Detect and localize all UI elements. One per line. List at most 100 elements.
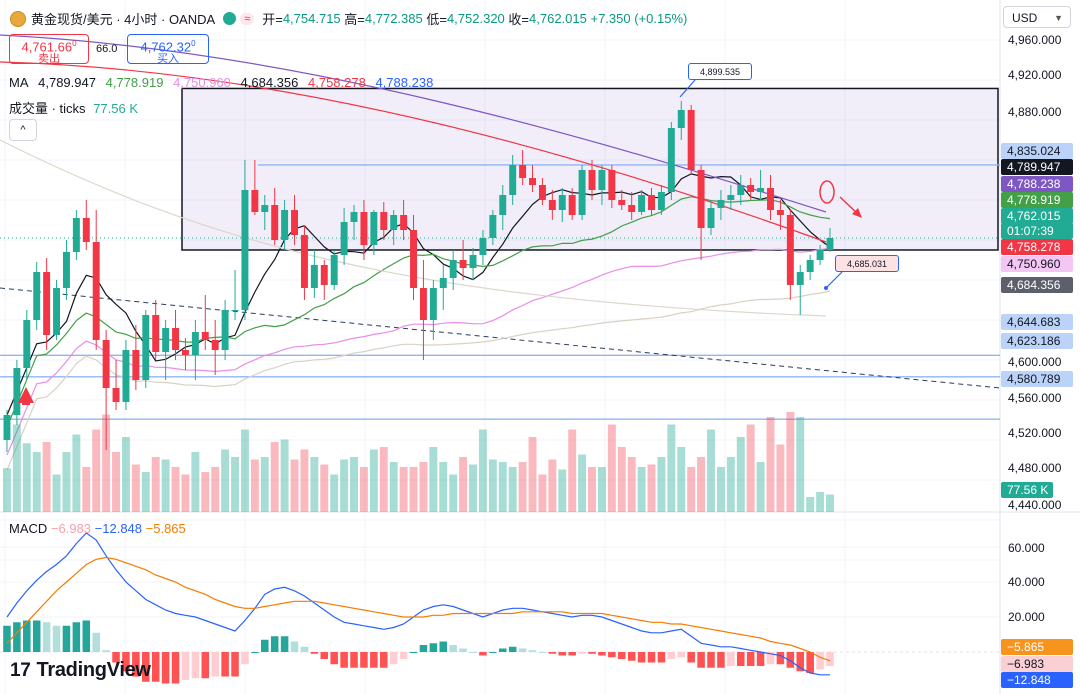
- tradingview-logo-text: TradingView: [36, 659, 151, 681]
- macd-legend[interactable]: MACD −6.983 −12.848 −5.865: [9, 521, 186, 536]
- volume-bar-74: [736, 437, 745, 512]
- volume-bar-50: [498, 462, 507, 512]
- candle-body-67: [667, 128, 675, 192]
- macd-hist-4: [42, 622, 51, 652]
- macd-hist-66: [657, 652, 666, 663]
- macd-hist-3: [32, 620, 41, 652]
- candle-body-64: [638, 195, 646, 212]
- candle-body-41: [410, 230, 417, 288]
- candle-body-49: [489, 215, 497, 238]
- volume-bar-60: [597, 467, 606, 512]
- volume-bar-22: [221, 449, 230, 512]
- collapse-legend-button[interactable]: ^: [9, 119, 37, 141]
- tradingview-logo[interactable]: 17 TradingView: [10, 659, 151, 682]
- volume-bar-23: [231, 457, 239, 512]
- macd-tick-0: 60.000: [1008, 541, 1045, 555]
- symbol-info[interactable]: 黄金现货/美元 · 4小时 · OANDA ≈ 开= 4,754.715 高= 4,…: [10, 9, 687, 28]
- candle-body-10: [102, 340, 110, 388]
- volume-bar-64: [637, 467, 646, 512]
- macd-label: MACD: [9, 521, 48, 536]
- macd-label-2: −12.848: [1001, 672, 1073, 688]
- macd-hist-29: [290, 641, 299, 652]
- volume-bar-61: [607, 424, 616, 512]
- volume-bar-31: [310, 457, 319, 512]
- buy-arrow-stem: [22, 395, 30, 405]
- macd-signal-value: −5.865: [145, 521, 186, 536]
- candle-body-32: [320, 265, 328, 285]
- macd-hist-71: [707, 652, 715, 668]
- volume-bar-63: [627, 457, 636, 512]
- macd-hist-40: [399, 652, 408, 659]
- ma-value-6: 4,788.238: [375, 75, 434, 90]
- candle-body-12: [122, 350, 130, 402]
- candle-body-2: [23, 320, 31, 368]
- macd-hist-70: [697, 652, 705, 668]
- macd-hist-58: [578, 652, 586, 654]
- volume-bar-18: [181, 474, 190, 512]
- sell-label: 卖出: [38, 53, 60, 66]
- macd-hist-13: [132, 652, 140, 677]
- macd-tick-1: 40.000: [1008, 575, 1045, 589]
- macd-hist-38: [380, 652, 388, 668]
- price-label-3: 4,778.919: [1001, 192, 1073, 208]
- high-note-label[interactable]: 4,899.535: [688, 63, 752, 80]
- candle-body-21: [211, 340, 219, 350]
- candle-body-43: [429, 288, 437, 320]
- volume-bar-26: [260, 457, 269, 512]
- volume-bar-33: [330, 474, 339, 512]
- candle-body-17: [172, 328, 180, 350]
- ma-value-3: 4,750.960: [173, 75, 231, 90]
- ma-legend[interactable]: MA 4,789.947 4,778.919 4,750.960 4,684.3…: [9, 75, 439, 90]
- candle-body-34: [340, 222, 348, 255]
- volume-bar-45: [449, 474, 458, 512]
- volume-value: 77.56 K: [93, 101, 139, 116]
- candle-body-61: [608, 170, 616, 200]
- macd-hist-63: [627, 652, 636, 661]
- macd-hist-74: [736, 652, 745, 666]
- tradingview-logo-icon: 17: [10, 659, 31, 681]
- macd-hist-49: [489, 652, 497, 653]
- market-open-icon: [223, 12, 237, 25]
- volume-bar-71: [707, 429, 715, 512]
- ma-value-2: 4,778.919: [105, 75, 164, 90]
- macd-hist-59: [588, 652, 596, 654]
- buy-button[interactable]: 4,762.320 买入: [127, 34, 209, 65]
- macd-hist-30: [300, 646, 309, 652]
- volume-bar-34: [340, 459, 349, 512]
- currency-select[interactable]: USD ▼: [1003, 6, 1071, 28]
- low-note-label[interactable]: 4,685.031: [835, 255, 899, 272]
- candle-body-73: [727, 195, 735, 200]
- macd-hist-64: [637, 652, 646, 663]
- volume-bar-54: [538, 474, 547, 512]
- ma-line-long-gray: [0, 139, 827, 317]
- macd-hist-27: [270, 636, 279, 652]
- candle-body-74: [737, 185, 745, 195]
- sell-button[interactable]: 4,761.660 卖出: [9, 34, 89, 66]
- volume-bar-76: [756, 462, 765, 512]
- macd-tick-2: 20.000: [1008, 610, 1045, 624]
- macd-hist-9: [92, 632, 100, 652]
- candle-body-20: [201, 332, 209, 340]
- volume-bar-38: [379, 447, 388, 512]
- volume-bar-43: [429, 447, 438, 512]
- volume-bar-46: [459, 457, 468, 512]
- macd-hist-17: [171, 652, 180, 684]
- candle-body-33: [330, 255, 338, 285]
- macd-label-0: −5.865: [1001, 639, 1073, 655]
- sell-price-sup: 0: [72, 39, 77, 48]
- down-arrow-icon: [852, 208, 862, 218]
- macd-hist-72: [717, 652, 725, 668]
- macd-hist-14: [142, 652, 150, 682]
- price-tick-2: 4,880.000: [1008, 105, 1062, 119]
- candle-body-62: [618, 200, 626, 205]
- chevron-down-icon: ▼: [1054, 13, 1063, 23]
- highlight-circle: [819, 180, 835, 204]
- candle-body-23: [231, 310, 239, 311]
- candle-body-68: [677, 110, 685, 128]
- macd-hist-51: [508, 646, 517, 652]
- volume-legend[interactable]: 成交量 · ticks 77.56 K: [9, 98, 138, 117]
- macd-hist-2: [23, 620, 31, 652]
- candle-body-57: [568, 195, 576, 215]
- macd-hist-23: [231, 652, 239, 677]
